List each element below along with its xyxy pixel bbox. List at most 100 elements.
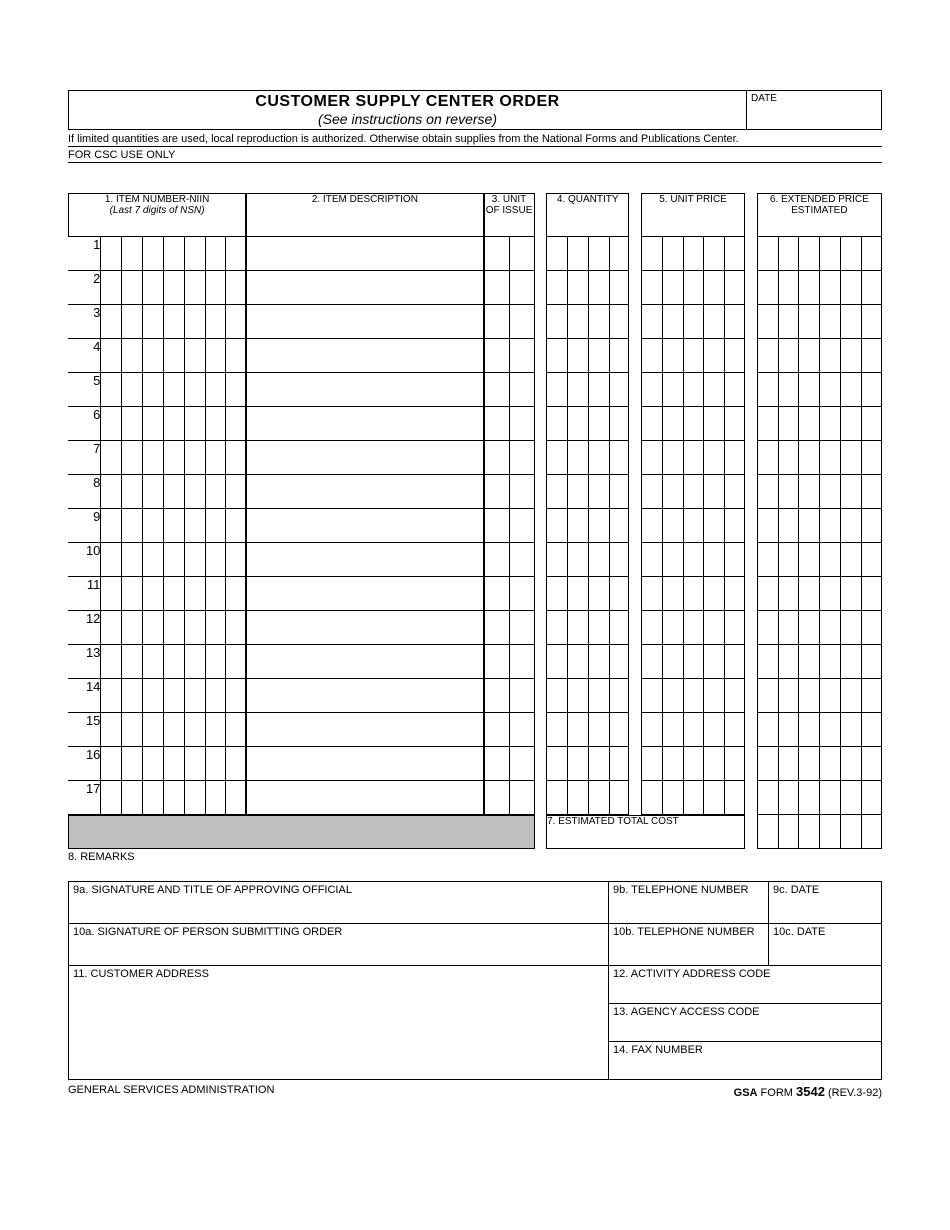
digit-cell[interactable] xyxy=(163,237,184,271)
digit-cell[interactable] xyxy=(703,441,724,475)
description-cell[interactable] xyxy=(246,645,483,679)
digit-cell[interactable] xyxy=(588,781,609,815)
digit-cell[interactable] xyxy=(609,339,630,373)
digit-cell[interactable] xyxy=(184,747,205,781)
digit-cell[interactable] xyxy=(225,543,246,577)
digit-cell[interactable] xyxy=(724,645,745,679)
digit-cell[interactable] xyxy=(184,339,205,373)
digit-cell[interactable] xyxy=(819,271,840,305)
digit-cell[interactable] xyxy=(100,611,121,645)
digit-cell[interactable] xyxy=(567,339,588,373)
digit-cell[interactable] xyxy=(205,373,226,407)
digit-cell[interactable] xyxy=(142,441,163,475)
description-cell[interactable] xyxy=(246,781,483,815)
digit-cell[interactable] xyxy=(840,373,861,407)
digit-cell[interactable] xyxy=(798,679,819,713)
field-14[interactable]: 14. FAX NUMBER xyxy=(609,1042,882,1080)
digit-cell[interactable] xyxy=(703,509,724,543)
digit-cell[interactable] xyxy=(567,713,588,747)
uoi-cell[interactable] xyxy=(509,475,534,509)
uoi-cell[interactable] xyxy=(484,305,509,339)
digit-cell[interactable] xyxy=(609,441,630,475)
digit-cell[interactable] xyxy=(819,713,840,747)
digit-cell[interactable] xyxy=(798,305,819,339)
description-cell[interactable] xyxy=(246,713,483,747)
digit-cell[interactable] xyxy=(121,339,142,373)
digit-cell[interactable] xyxy=(546,645,567,679)
digit-cell[interactable] xyxy=(778,373,799,407)
digit-cell[interactable] xyxy=(757,237,778,271)
digit-cell[interactable] xyxy=(100,509,121,543)
digit-cell[interactable] xyxy=(609,781,630,815)
uoi-cell[interactable] xyxy=(484,713,509,747)
digit-cell[interactable] xyxy=(100,781,121,815)
digit-cell[interactable] xyxy=(703,373,724,407)
digit-cell[interactable] xyxy=(184,441,205,475)
digit-cell[interactable] xyxy=(121,373,142,407)
field-10c[interactable]: 10c. DATE xyxy=(769,924,882,966)
digit-cell[interactable] xyxy=(641,713,662,747)
digit-cell[interactable] xyxy=(641,781,662,815)
digit-cell[interactable] xyxy=(724,611,745,645)
uoi-cell[interactable] xyxy=(509,679,534,713)
digit-cell[interactable] xyxy=(662,781,683,815)
digit-cell[interactable] xyxy=(683,237,704,271)
digit-cell[interactable] xyxy=(861,271,882,305)
uoi-cell[interactable] xyxy=(484,475,509,509)
digit-cell[interactable] xyxy=(861,339,882,373)
digit-cell[interactable] xyxy=(840,543,861,577)
digit-cell[interactable] xyxy=(641,577,662,611)
digit-cell[interactable] xyxy=(142,679,163,713)
field-9b[interactable]: 9b. TELEPHONE NUMBER xyxy=(609,882,769,924)
digit-cell[interactable] xyxy=(546,475,567,509)
digit-cell[interactable] xyxy=(861,543,882,577)
digit-cell[interactable] xyxy=(567,543,588,577)
digit-cell[interactable] xyxy=(840,577,861,611)
digit-cell[interactable] xyxy=(609,305,630,339)
digit-cell[interactable] xyxy=(567,747,588,781)
digit-cell[interactable] xyxy=(819,475,840,509)
digit-cell[interactable] xyxy=(683,713,704,747)
digit-cell[interactable] xyxy=(100,373,121,407)
digit-cell[interactable] xyxy=(724,271,745,305)
digit-cell[interactable] xyxy=(840,611,861,645)
digit-cell[interactable] xyxy=(567,611,588,645)
field-13[interactable]: 13. AGENCY ACCESS CODE xyxy=(609,1004,882,1042)
uoi-cell[interactable] xyxy=(484,441,509,475)
digit-cell[interactable] xyxy=(121,645,142,679)
digit-cell[interactable] xyxy=(778,339,799,373)
digit-cell[interactable] xyxy=(163,271,184,305)
digit-cell[interactable] xyxy=(205,407,226,441)
digit-cell[interactable] xyxy=(724,407,745,441)
digit-cell[interactable] xyxy=(588,475,609,509)
digit-cell[interactable] xyxy=(662,237,683,271)
digit-cell[interactable] xyxy=(861,475,882,509)
digit-cell[interactable] xyxy=(641,543,662,577)
digit-cell[interactable] xyxy=(163,475,184,509)
digit-cell[interactable] xyxy=(662,441,683,475)
digit-cell[interactable] xyxy=(798,441,819,475)
digit-cell[interactable] xyxy=(641,373,662,407)
uoi-cell[interactable] xyxy=(484,543,509,577)
digit-cell[interactable] xyxy=(546,543,567,577)
digit-cell[interactable] xyxy=(662,373,683,407)
digit-cell[interactable] xyxy=(861,679,882,713)
digit-cell[interactable] xyxy=(142,713,163,747)
digit-cell[interactable] xyxy=(641,611,662,645)
digit-cell[interactable] xyxy=(798,475,819,509)
digit-cell[interactable] xyxy=(757,271,778,305)
digit-cell[interactable] xyxy=(184,373,205,407)
digit-cell[interactable] xyxy=(778,271,799,305)
digit-cell[interactable] xyxy=(683,781,704,815)
uoi-cell[interactable] xyxy=(484,271,509,305)
digit-cell[interactable] xyxy=(757,645,778,679)
digit-cell[interactable] xyxy=(609,509,630,543)
digit-cell[interactable] xyxy=(641,237,662,271)
field-9a[interactable]: 9a. SIGNATURE AND TITLE OF APPROVING OFF… xyxy=(69,882,609,924)
digit-cell[interactable] xyxy=(840,339,861,373)
digit-cell[interactable] xyxy=(142,407,163,441)
digit-cell[interactable] xyxy=(819,781,840,815)
digit-cell[interactable] xyxy=(683,339,704,373)
digit-cell[interactable] xyxy=(100,305,121,339)
digit-cell[interactable] xyxy=(609,713,630,747)
